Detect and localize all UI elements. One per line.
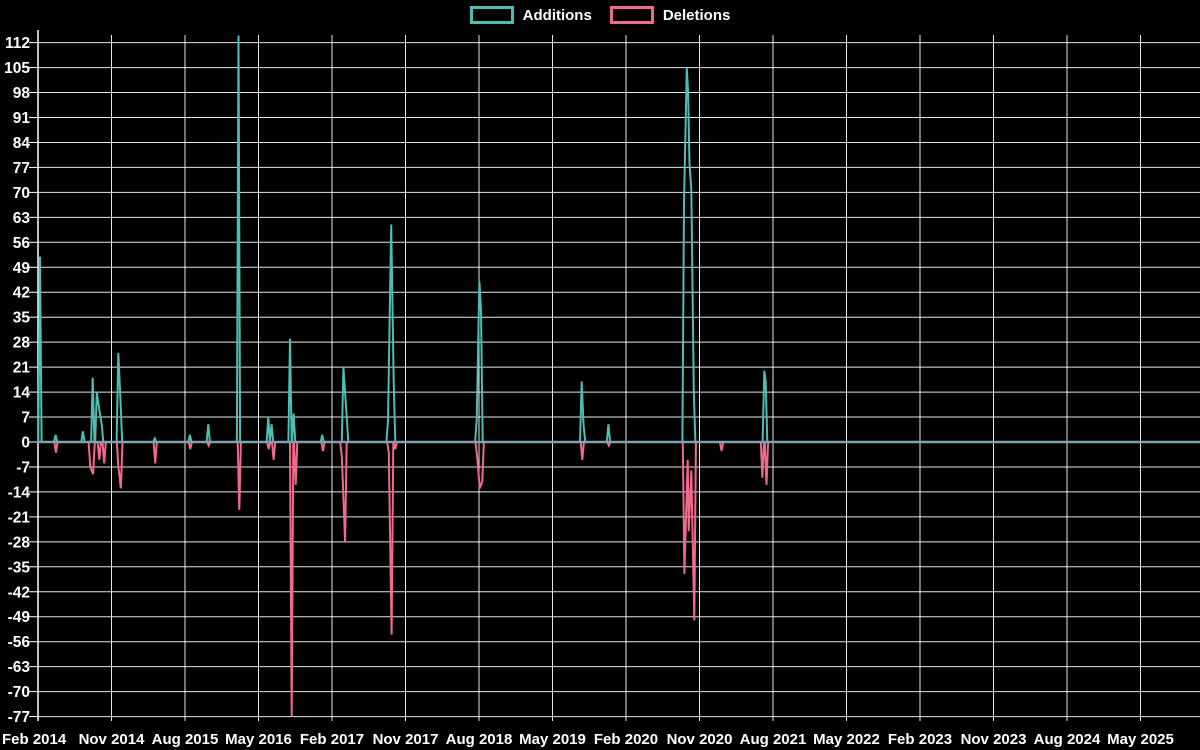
deletions-swatch-icon <box>609 6 654 24</box>
x-axis-label: Aug 2024 <box>1034 731 1101 748</box>
x-axis-label: Feb 2014 <box>2 731 67 748</box>
legend-label-additions: Additions <box>522 6 592 24</box>
legend-item-additions[interactable]: Additions <box>469 6 592 24</box>
y-tick-label: 63 <box>13 210 31 227</box>
y-tick-label: 14 <box>13 385 31 402</box>
y-tick-label: -63 <box>8 659 31 676</box>
y-tick-label: 70 <box>13 185 30 202</box>
y-tick-label: -7 <box>16 459 30 476</box>
legend-item-deletions[interactable]: Deletions <box>609 6 731 24</box>
y-tick-label: 98 <box>13 85 31 102</box>
y-tick-label: 84 <box>13 135 31 152</box>
additions-line <box>37 35 1200 443</box>
y-tick-label: 0 <box>21 435 30 452</box>
x-axis-label: Feb 2023 <box>888 731 952 748</box>
y-tick-label: -56 <box>8 634 31 651</box>
y-tick-label: -14 <box>8 484 31 501</box>
y-tick-label: -70 <box>8 684 30 701</box>
x-axis-label: Aug 2021 <box>740 731 807 748</box>
x-axis-label: May 2016 <box>225 731 292 748</box>
y-tick-label: 21 <box>13 360 31 377</box>
y-tick-label: 28 <box>13 335 31 352</box>
x-axis-label: Nov 2017 <box>373 731 439 748</box>
y-tick-label: 7 <box>21 410 30 427</box>
y-tick-label: -77 <box>8 709 30 726</box>
y-tick-label: 35 <box>13 310 31 327</box>
y-tick-label: -21 <box>8 509 31 526</box>
y-tick-label: 105 <box>4 60 30 77</box>
y-tick-label: -28 <box>8 534 31 551</box>
y-tick-label: -42 <box>8 584 30 601</box>
x-axis-label: Feb 2020 <box>594 731 658 748</box>
legend-label-deletions: Deletions <box>662 6 731 24</box>
x-axis-label: Aug 2018 <box>446 731 513 748</box>
additions-swatch-icon <box>469 6 514 24</box>
y-tick-label: -35 <box>8 559 31 576</box>
x-axis-label: Nov 2014 <box>79 731 146 748</box>
chart-legend: Additions Deletions <box>0 6 1200 24</box>
y-tick-label: 77 <box>13 160 30 177</box>
y-tick-label: 112 <box>5 35 30 52</box>
y-tick-label: 49 <box>13 260 31 277</box>
x-axis-label: Nov 2020 <box>667 731 733 748</box>
y-tick-label: 91 <box>13 110 31 127</box>
x-axis-label: Nov 2023 <box>961 731 1027 748</box>
x-axis-label: May 2019 <box>519 731 586 748</box>
deletions-line <box>38 441 1200 717</box>
y-tick-label: 56 <box>13 235 31 252</box>
y-tick-label: 42 <box>13 285 30 302</box>
x-axis-label: Aug 2015 <box>152 731 219 748</box>
x-axis-label: May 2022 <box>813 731 880 748</box>
x-axis-label: May 2025 <box>1107 731 1174 748</box>
y-tick-label: -49 <box>8 609 31 626</box>
x-axis-label: Feb 2017 <box>300 731 364 748</box>
